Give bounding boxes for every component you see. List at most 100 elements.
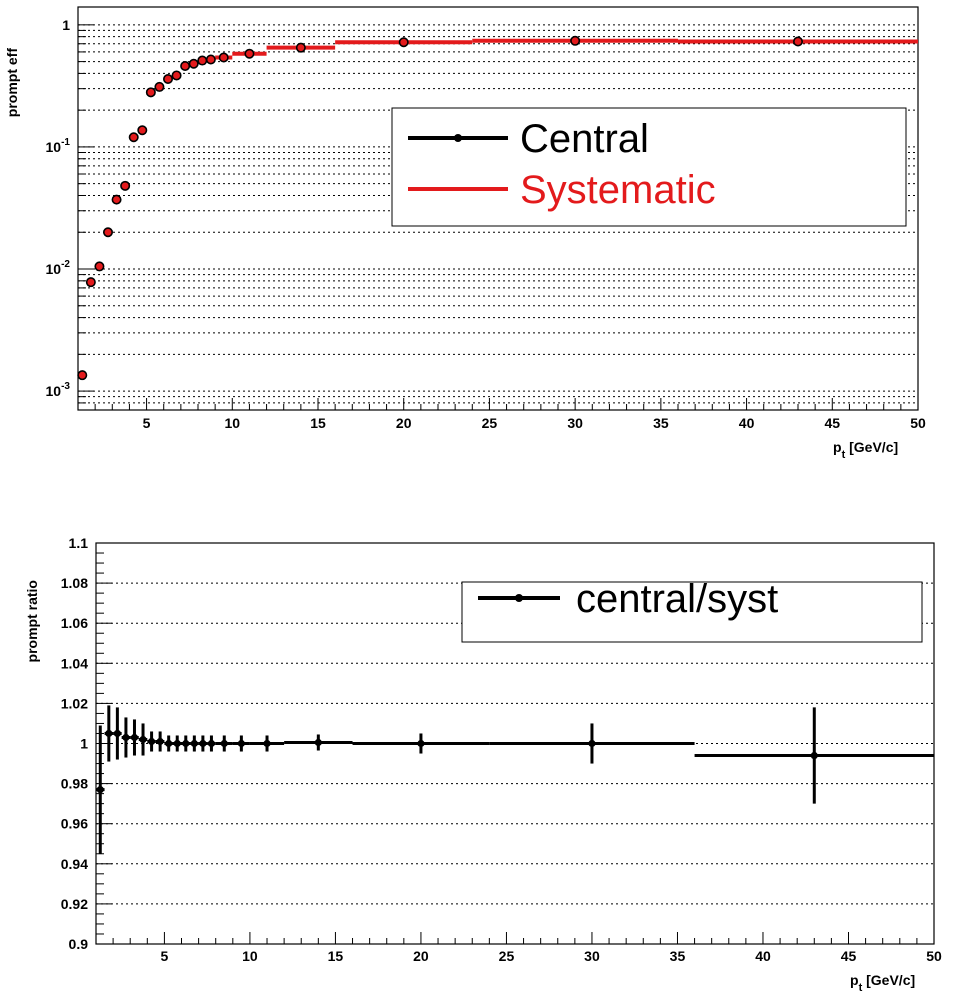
central-point [570, 35, 581, 46]
x-tick-label: 45 [841, 948, 857, 964]
central-point [163, 74, 174, 85]
legend-box [391, 107, 907, 227]
central-point [205, 54, 216, 65]
x-axis-title-unit: [GeV/c] [862, 972, 915, 988]
data-layer [96, 705, 934, 854]
x-tick-label: 5 [143, 415, 151, 431]
y-tick-base: 10 [46, 261, 62, 277]
x-tick-label: 30 [584, 948, 600, 964]
central-point [103, 227, 114, 238]
x-axis-title-main: p [833, 439, 842, 455]
y-axis: 0.9 0.92 0.94 0.96 0.98 1 1.02 1.04 1.06 1.08 1.1 [61, 535, 112, 952]
ratio-point [314, 738, 322, 747]
y-tick-exponent: -3 [61, 381, 70, 392]
central-point [111, 194, 122, 205]
ratio-point [96, 786, 104, 794]
y-axis-title: prompt ratio [24, 580, 40, 662]
y-tick-label: 0.94 [61, 856, 88, 872]
x-axis: 5 10 15 20 25 30 35 40 45 50 [95, 932, 942, 964]
x-axis-title-subscript: t [842, 449, 846, 461]
central-point [295, 42, 306, 53]
y-tick-label: 0.98 [61, 776, 88, 792]
central-point [171, 70, 182, 81]
y-tick-exponent: -1 [61, 137, 70, 148]
central-point [792, 36, 803, 47]
y-tick-label: 1.04 [61, 655, 88, 671]
ratio-point [190, 739, 198, 748]
ratio-point [130, 733, 139, 742]
x-axis-title: pt [GeV/c] [833, 439, 898, 461]
y-tick-label: 10-3 [46, 381, 71, 399]
x-axis-title-subscript: t [859, 982, 863, 994]
ratio-point [417, 739, 425, 748]
x-axis-title-main: p [850, 972, 859, 988]
x-axis-title-unit: [GeV/c] [845, 439, 898, 455]
x-tick-label: 40 [755, 948, 771, 964]
data-layer [77, 35, 918, 381]
x-tick-label: 25 [482, 415, 498, 431]
x-tick-label: 25 [499, 948, 515, 964]
y-tick-label: 1.06 [61, 615, 88, 631]
x-tick-label: 15 [310, 415, 326, 431]
central-point [77, 370, 88, 381]
y-tick-label: 10-2 [46, 259, 71, 277]
y-tick-label: 1.02 [61, 695, 88, 711]
x-tick-label: 35 [653, 415, 669, 431]
ratio-panel: 5 10 15 20 25 30 35 40 45 50 0.9 0.92 0.94 0.96 0.98 1 1… [24, 535, 942, 994]
central-point [120, 180, 131, 191]
y-tick-label: 1 [80, 736, 88, 752]
x-tick-label: 20 [396, 415, 412, 431]
x-tick-label: 5 [161, 948, 169, 964]
ratio-point [588, 739, 596, 748]
central-point [398, 37, 409, 48]
central-point [85, 277, 96, 288]
y-tick-label: 1.08 [61, 575, 88, 591]
ratio-point [139, 735, 147, 744]
legend-box [461, 581, 923, 643]
ratio-point [173, 739, 181, 748]
central-point [244, 48, 255, 59]
legend-swatch-marker [515, 594, 523, 602]
central-point [188, 58, 199, 69]
central-point [154, 81, 165, 92]
legend-label: central/syst [576, 577, 778, 621]
central-point [128, 132, 139, 143]
x-tick-label: 50 [910, 415, 926, 431]
central-point [137, 125, 148, 136]
series-central [77, 35, 803, 381]
legend-label: Central [520, 117, 649, 161]
ratio-point [237, 739, 245, 748]
legend-swatch-marker [454, 134, 462, 142]
ratio-point [810, 751, 818, 760]
x-axis-title: pt [GeV/c] [850, 972, 915, 994]
ratio-point [182, 739, 190, 748]
y-tick-label: 0.9 [69, 936, 89, 952]
x-tick-label: 45 [824, 415, 840, 431]
y-tick-label: 10-1 [46, 137, 71, 155]
y-tick-label: 0.96 [61, 816, 88, 832]
ratio-point [220, 739, 228, 748]
ratio-point [122, 733, 130, 742]
y-tick-exponent: -2 [61, 259, 70, 270]
central-point [145, 87, 156, 98]
y-tick-base: 10 [46, 383, 62, 399]
legend-efficiency: Central Systematic [391, 107, 907, 227]
x-tick-label: 15 [328, 948, 344, 964]
central-point [180, 61, 191, 72]
legend-ratio: central/syst [461, 577, 923, 643]
legend-label: Systematic [520, 168, 716, 212]
ratio-point [199, 739, 207, 748]
ratio-point [113, 729, 121, 738]
central-point [197, 55, 208, 66]
ratio-point [207, 739, 216, 748]
x-tick-label: 20 [413, 948, 429, 964]
x-tick-label: 10 [224, 415, 240, 431]
ratio-point [263, 739, 271, 748]
x-tick-label: 35 [670, 948, 686, 964]
x-tick-label: 30 [567, 415, 583, 431]
series-central-over-syst [96, 705, 934, 854]
y-tick-label: 1.1 [69, 535, 89, 551]
x-tick-label: 50 [926, 948, 942, 964]
